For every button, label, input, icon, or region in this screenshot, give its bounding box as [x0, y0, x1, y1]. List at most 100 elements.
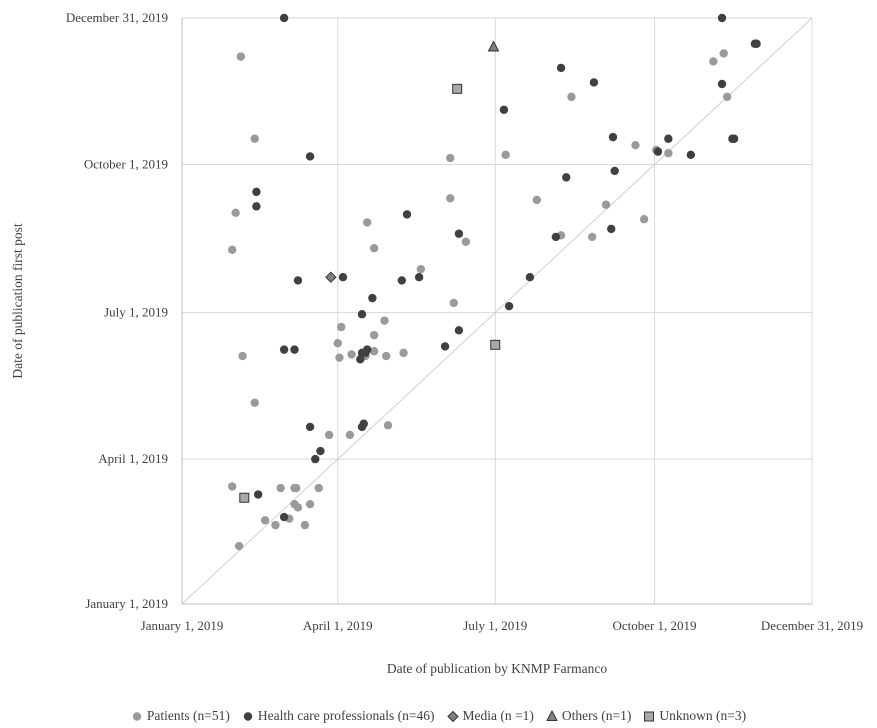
data-point: [639, 215, 649, 224]
data-point: [260, 516, 270, 525]
data-point: [271, 520, 280, 530]
data-point: [238, 351, 247, 361]
legend-label: Unknown (n=3): [659, 708, 747, 723]
data-point: [338, 272, 348, 282]
data-point: [293, 276, 303, 285]
data-point: [402, 210, 412, 219]
data-point: [369, 330, 379, 340]
data-point: [601, 200, 611, 209]
data-point: [368, 293, 377, 303]
data-point: [305, 152, 315, 161]
diagonal-reference-line: [181, 17, 813, 605]
data-point: [369, 347, 379, 356]
legend-marker: [546, 710, 558, 721]
data-point: [722, 92, 732, 102]
legend: Patients (n=51) Health care professionals…: [0, 706, 877, 726]
legend-marker: [132, 712, 142, 721]
data-point: [752, 39, 761, 48]
data-point: [608, 132, 618, 142]
data-point: [461, 237, 471, 246]
legend-label: Media (n =1): [462, 708, 534, 723]
data-point: [487, 40, 500, 52]
data-point: [440, 342, 450, 351]
data-point: [337, 322, 346, 332]
data-point: [719, 49, 728, 58]
data-point: [347, 350, 356, 359]
legend-item: Media (n =1): [446, 708, 534, 724]
legend-label: Health care professionals (n=46): [257, 708, 435, 723]
data-point: [664, 134, 673, 143]
legend-label: Others (n=1): [561, 708, 632, 723]
data-point: [709, 57, 718, 66]
data-point: [380, 316, 389, 325]
data-point: [414, 272, 424, 282]
data-point: [253, 490, 263, 499]
series-4: [239, 83, 501, 503]
legend-symbol: [132, 712, 142, 721]
data-point: [300, 520, 310, 530]
legend-item: Others (n=1): [546, 708, 631, 724]
data-point: [490, 339, 501, 350]
data-point: [292, 483, 301, 493]
data-point: [311, 454, 320, 464]
data-point: [452, 83, 463, 94]
data-point: [250, 134, 259, 143]
y-tick-label: January 1, 2019: [85, 596, 168, 611]
x-tick-label: December 31, 2019: [761, 618, 863, 633]
legend-item: Unknown (n=3): [643, 708, 746, 724]
legend-item: Health care professionals (n=46): [242, 708, 435, 724]
data-point: [449, 298, 458, 308]
data-point: [446, 153, 455, 163]
data-point: [357, 310, 367, 319]
legend-marker: [644, 711, 655, 722]
y-axis-ticks: January 1, 2019 April 1, 2019 July 1, 2019…: [66, 10, 168, 611]
data-point: [717, 79, 727, 89]
data-point: [325, 271, 337, 283]
x-tick-label: October 1, 2019: [612, 618, 696, 633]
data-point: [686, 150, 696, 160]
data-points: [227, 13, 761, 551]
data-point: [499, 105, 509, 114]
x-tick-label: January 1, 2019: [141, 618, 224, 633]
legend-marker: [446, 710, 459, 722]
data-point: [279, 13, 289, 23]
data-point: [356, 355, 365, 364]
series-2: [325, 271, 337, 283]
legend-label: Patients (n=51): [146, 708, 230, 723]
data-point: [551, 232, 561, 242]
data-point: [252, 202, 261, 211]
scatter-chart: January 1, 2019 April 1, 2019 July 1, 2019…: [10, 10, 863, 676]
legend-marker: [243, 712, 253, 721]
data-point: [653, 147, 663, 156]
data-point: [587, 232, 597, 242]
series-0: [227, 49, 732, 551]
data-point: [293, 503, 303, 512]
data-point: [250, 398, 259, 407]
data-point: [314, 483, 323, 493]
data-point: [231, 208, 240, 217]
data-point: [383, 421, 393, 430]
series-1: [252, 13, 761, 522]
data-point: [504, 301, 514, 311]
y-tick-label: December 31, 2019: [66, 10, 168, 25]
data-point: [717, 13, 727, 23]
legend-symbol: [644, 711, 655, 722]
data-point: [276, 483, 285, 493]
data-point: [454, 229, 464, 238]
x-tick-label: April 1, 2019: [303, 618, 373, 633]
data-point: [631, 140, 640, 150]
legend-symbol: [243, 712, 253, 721]
x-axis-ticks: January 1, 2019 April 1, 2019 July 1, 2019…: [141, 618, 863, 633]
x-tick-label: July 1, 2019: [463, 618, 527, 633]
data-point: [369, 244, 379, 253]
data-point: [234, 541, 244, 551]
y-tick-label: April 1, 2019: [98, 451, 168, 466]
data-point: [316, 446, 325, 456]
data-point: [729, 134, 739, 143]
data-point: [290, 345, 299, 354]
data-point: [399, 348, 408, 358]
y-tick-label: July 1, 2019: [104, 305, 168, 320]
axes: [181, 18, 812, 605]
data-point: [345, 430, 355, 440]
x-axis-title: Date of publication by KNMP Farmanco: [387, 661, 608, 676]
